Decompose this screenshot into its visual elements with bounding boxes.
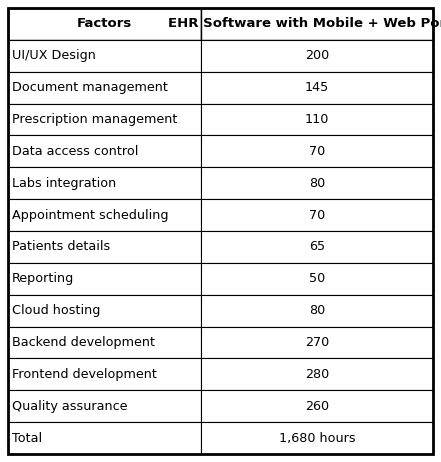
- Text: 50: 50: [309, 272, 325, 286]
- Bar: [202, 199, 433, 231]
- Text: 200: 200: [305, 49, 329, 62]
- Bar: [8, 390, 202, 422]
- Bar: [8, 135, 202, 167]
- Text: Appointment scheduling: Appointment scheduling: [12, 208, 168, 222]
- Bar: [202, 263, 433, 295]
- Bar: [8, 327, 202, 359]
- Bar: [8, 40, 202, 72]
- Bar: [8, 231, 202, 263]
- Bar: [8, 263, 202, 295]
- Text: Frontend development: Frontend development: [12, 368, 157, 381]
- Bar: [202, 327, 433, 359]
- Text: 110: 110: [305, 113, 329, 126]
- Text: 145: 145: [305, 81, 329, 94]
- Text: 65: 65: [309, 240, 325, 254]
- Bar: [8, 103, 202, 135]
- Text: Reporting: Reporting: [12, 272, 74, 286]
- Text: Document management: Document management: [12, 81, 168, 94]
- Text: EHR Software with Mobile + Web Portal: EHR Software with Mobile + Web Portal: [168, 18, 441, 30]
- Bar: [8, 295, 202, 327]
- Text: Labs integration: Labs integration: [12, 176, 116, 190]
- Text: Total: Total: [12, 432, 42, 444]
- Text: Patients details: Patients details: [12, 240, 110, 254]
- Bar: [8, 422, 202, 454]
- Bar: [202, 390, 433, 422]
- Bar: [202, 135, 433, 167]
- Text: 80: 80: [309, 304, 325, 317]
- Bar: [202, 40, 433, 72]
- Bar: [8, 167, 202, 199]
- Text: 280: 280: [305, 368, 329, 381]
- Bar: [202, 103, 433, 135]
- Text: 260: 260: [305, 400, 329, 413]
- Text: 80: 80: [309, 176, 325, 190]
- Bar: [8, 72, 202, 103]
- Text: Backend development: Backend development: [12, 336, 155, 349]
- Bar: [202, 8, 433, 40]
- Bar: [202, 422, 433, 454]
- Text: Cloud hosting: Cloud hosting: [12, 304, 101, 317]
- Text: 270: 270: [305, 336, 329, 349]
- Text: Quality assurance: Quality assurance: [12, 400, 127, 413]
- Text: Prescription management: Prescription management: [12, 113, 177, 126]
- Bar: [8, 359, 202, 390]
- Bar: [202, 359, 433, 390]
- Text: UI/UX Design: UI/UX Design: [12, 49, 96, 62]
- Bar: [8, 8, 202, 40]
- Bar: [202, 72, 433, 103]
- Bar: [8, 199, 202, 231]
- Text: 1,680 hours: 1,680 hours: [279, 432, 355, 444]
- Bar: [202, 167, 433, 199]
- Bar: [202, 231, 433, 263]
- Text: Data access control: Data access control: [12, 145, 138, 158]
- Text: 70: 70: [309, 208, 325, 222]
- Bar: [202, 295, 433, 327]
- Text: 70: 70: [309, 145, 325, 158]
- Text: Factors: Factors: [77, 18, 132, 30]
